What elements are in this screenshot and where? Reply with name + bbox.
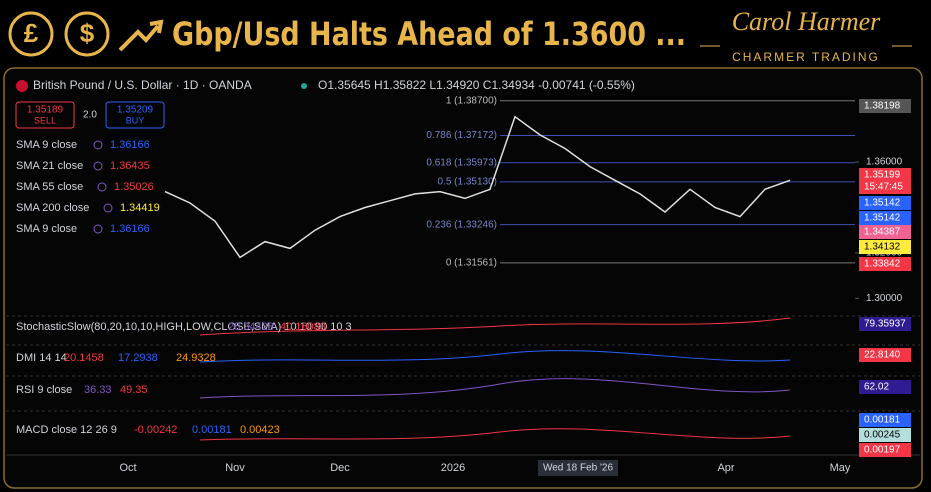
buy-button[interactable]	[105, 101, 165, 129]
indicator-box-label: 22.8140	[864, 350, 901, 361]
fib-label: 1 (1.38700)	[446, 95, 497, 106]
chart-panel	[3, 67, 923, 489]
fib-label: 0.236 (1.33246)	[426, 219, 497, 230]
dollar-sign: $	[80, 18, 95, 48]
y-tick-label: 1.36000	[866, 157, 903, 168]
fib-label: 0.786 (1.37172)	[426, 130, 497, 141]
fib-label: 0.5 (1.35130)	[438, 176, 498, 187]
indicator-name: MACD close 12 26 9	[16, 424, 117, 436]
study-value: 1.35026	[114, 181, 154, 193]
y-tick-label: 1.30000	[866, 293, 903, 304]
price-label: 1.38198	[864, 101, 901, 112]
buy-price: 1.35209	[117, 105, 154, 116]
brand-sub: CHARMER TRADING	[732, 50, 880, 64]
rsi-line	[199, 378, 791, 399]
study-value: 1.36435	[110, 160, 150, 172]
buy-label: BUY	[126, 115, 145, 125]
pound-sign: £	[24, 18, 39, 48]
indicator-box-label: 62.02	[864, 382, 889, 393]
price-label: 1.34387	[864, 227, 901, 238]
indicator-box-label: 79.35937	[864, 319, 906, 330]
price-box	[859, 240, 911, 254]
sell-label: SELL	[34, 115, 56, 125]
crosshair-date-box	[538, 460, 618, 476]
indicator-box	[859, 348, 911, 362]
pound-icon	[8, 11, 54, 57]
study-value: 1.36166	[110, 139, 150, 151]
price-box	[859, 225, 911, 239]
spread: 2.0	[83, 110, 97, 121]
trend-icon	[118, 19, 164, 52]
status-dot	[301, 83, 307, 89]
study-name: SMA 9 close	[16, 223, 77, 235]
indicator-value: 0.00423	[240, 424, 280, 436]
indicator-value: 49.35	[120, 384, 148, 396]
time-label: May	[830, 462, 851, 474]
ohlc: O1.35645 H1.35822 L1.34920 C1.34934 -0.0…	[318, 78, 635, 92]
indicator-box-label: 0.00181	[864, 415, 901, 426]
indicator-value: -0.00242	[134, 424, 177, 436]
price-label: 15:47:45	[864, 182, 903, 193]
dmi-line	[199, 350, 791, 363]
fib-label: 0 (1.31561)	[446, 258, 497, 269]
indicator-box	[859, 317, 911, 331]
indicator-box	[859, 443, 911, 457]
stoch-line	[199, 317, 791, 336]
study-name: SMA 55 close	[16, 181, 83, 193]
indicator-name: StochasticSlow(80,20,10,10,HIGH,LOW,CLOS…	[16, 321, 352, 333]
study-icon	[93, 161, 103, 171]
study-name: SMA 200 close	[16, 202, 89, 214]
indicator-value: 17.2938	[118, 352, 158, 364]
study-icon	[97, 182, 107, 192]
price-box	[859, 168, 911, 194]
indicator-box	[859, 413, 911, 427]
price-box	[859, 99, 911, 113]
study-icon	[103, 203, 113, 213]
price-box	[859, 211, 911, 225]
price-line	[164, 115, 791, 259]
study-name: SMA 21 close	[16, 160, 83, 172]
dollar-icon	[64, 11, 110, 57]
indicator-value: 28.34423	[228, 321, 274, 333]
indicator-name: DMI 14 14	[16, 352, 67, 364]
price-label: 1.35142	[864, 198, 901, 209]
fib-label: 0.618 (1.35973)	[426, 157, 497, 168]
study-value: 1.36166	[110, 223, 150, 235]
symbol: British Pound / U.S. Dollar · 1D · OANDA	[33, 78, 252, 92]
indicator-value: 0.00181	[192, 424, 232, 436]
sell-button[interactable]	[15, 101, 75, 129]
price-label: 1.34132	[864, 242, 901, 253]
price-label: 1.35142	[864, 213, 901, 224]
indicator-box	[859, 380, 911, 394]
price-label: 1.33842	[864, 259, 901, 270]
brand: Carol Harmer	[732, 7, 881, 36]
macd-line	[199, 428, 791, 441]
headline: Gbp/Usd Halts Ahead of 1.3600 ...	[172, 15, 686, 53]
indicator-box-label: 0.00245	[864, 430, 901, 441]
study-icon	[93, 140, 103, 150]
study-icon	[93, 224, 103, 234]
sell-price: 1.35189	[27, 105, 64, 116]
indicator-value: 20.1458	[64, 352, 104, 364]
price-box	[859, 257, 911, 271]
indicator-value: 24.9328	[176, 352, 216, 364]
price-label: 1.35199	[864, 170, 901, 181]
price-box	[859, 196, 911, 210]
indicator-value: 36.33	[84, 384, 112, 396]
indicator-name: RSI 9 close	[16, 384, 72, 396]
indicator-box-label: 0.00197	[864, 445, 901, 456]
study-name: SMA 9 close	[16, 139, 77, 151]
time-label: 2026	[441, 462, 465, 474]
indicator-box	[859, 428, 911, 442]
study-value: 1.34419	[120, 202, 160, 214]
time-label: Nov	[225, 462, 245, 474]
flag	[16, 80, 28, 92]
time-label: Wed 18 Feb '26	[543, 463, 614, 474]
time-label: Oct	[119, 462, 136, 474]
time-label: Dec	[330, 462, 350, 474]
indicator-value: 40.16083	[280, 321, 326, 333]
time-label: Apr	[717, 462, 734, 474]
